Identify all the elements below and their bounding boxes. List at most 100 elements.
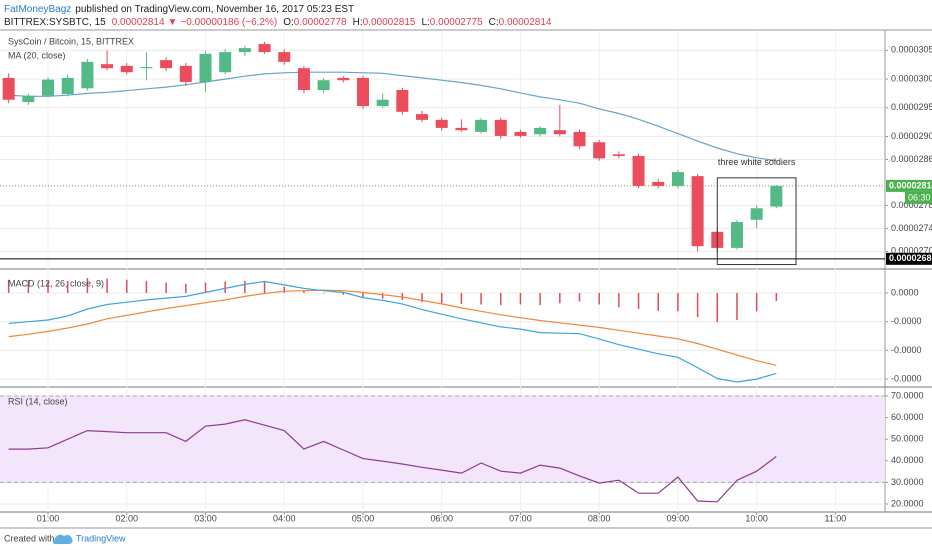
candle-body xyxy=(612,154,625,157)
candle-body xyxy=(120,65,133,73)
x-tick-label: 11:00 xyxy=(824,513,846,523)
pane-title: RSI (14, close) xyxy=(8,396,68,406)
candle-body xyxy=(652,181,665,186)
last-price: 0.00002814 xyxy=(112,17,165,28)
y-tick-label: 40.0000 xyxy=(891,455,924,465)
ohlc-key: C: xyxy=(489,17,499,28)
rsi-line xyxy=(8,419,777,503)
pane-title: MACD (12, 26, close, 9) xyxy=(8,278,104,288)
candle-body xyxy=(455,127,468,131)
candle-body xyxy=(356,77,369,107)
candle-body xyxy=(199,53,212,82)
candle-body xyxy=(238,48,251,53)
pane-title: SysCoin / Bitcoin, 15, BITTREX xyxy=(8,36,134,46)
candle-body xyxy=(22,95,35,103)
y-tick-label: 20.0000 xyxy=(891,498,924,508)
candle-body xyxy=(179,65,192,82)
y-tick-label: -0.0000 xyxy=(891,373,922,383)
ohlc-value: 0.00002814 xyxy=(499,17,552,28)
y-tick-label: 50.0000 xyxy=(891,434,924,444)
candle-body xyxy=(750,208,763,220)
change: −0.00000186 (−6.2%) xyxy=(180,17,277,28)
x-tick-label: 06:00 xyxy=(430,513,453,523)
candle-body xyxy=(573,131,586,147)
candle-body xyxy=(140,67,153,69)
candle-body xyxy=(514,131,527,136)
x-tick-label: 04:00 xyxy=(273,513,296,523)
ma-line xyxy=(8,71,777,162)
price-label: 0.00002814 xyxy=(889,180,932,190)
candle-body xyxy=(593,142,606,159)
candle-body xyxy=(42,79,55,96)
y-tick-label: 70.0000 xyxy=(891,390,924,400)
candle-body xyxy=(435,119,448,128)
ohlc: O:0.00002778 H:0.00002815 L:0.00002775 C:0.… xyxy=(283,17,552,28)
candle-body xyxy=(317,80,330,90)
candle-body xyxy=(396,89,409,112)
candle-body xyxy=(691,176,704,247)
publish-line: FatMoneyBagz published on TradingView.com… xyxy=(4,4,354,15)
candle-body xyxy=(61,77,74,95)
logo xyxy=(52,534,73,544)
candle-body xyxy=(770,185,783,207)
candle-body xyxy=(494,119,507,136)
ohlc-value: 0.00002778 xyxy=(294,17,347,28)
price-label: 0.00002687 xyxy=(889,253,932,263)
footer-created: Created with xyxy=(4,533,55,543)
annotation-text: three white soldiers xyxy=(718,157,796,167)
candle-body xyxy=(219,52,232,73)
x-tick-label: 05:00 xyxy=(352,513,375,523)
ohlc-key: L: xyxy=(421,17,429,28)
candle-body xyxy=(297,68,310,90)
ohlc-key: O: xyxy=(283,17,294,28)
footer-brand[interactable]: TradingView xyxy=(76,533,126,543)
signal-line xyxy=(8,289,777,366)
countdown-box xyxy=(905,191,932,204)
candle-body xyxy=(337,77,350,81)
y-tick-label: 30.0000 xyxy=(891,477,924,487)
candle-body xyxy=(81,61,94,89)
candle-body xyxy=(671,172,684,186)
candle-body xyxy=(632,156,645,186)
candle-body xyxy=(416,114,429,120)
x-tick-label: 10:00 xyxy=(745,513,768,523)
candle-body xyxy=(160,60,173,69)
ohlc-value: 0.00002815 xyxy=(363,17,416,28)
ohlc-value: 0.00002775 xyxy=(430,17,483,28)
macd-line xyxy=(8,280,777,383)
x-tick-label: 08:00 xyxy=(588,513,611,523)
x-tick-label: 01:00 xyxy=(37,513,60,523)
ma-legend: MA (20, close) xyxy=(8,50,66,60)
candle-body xyxy=(475,119,488,132)
candle-body xyxy=(553,130,566,135)
x-tick-label: 02:00 xyxy=(116,513,139,523)
symbol-line: BITTREX:SYSBTC, 15 0.00002814 ▼ −0.00000186… xyxy=(4,17,552,28)
x-tick-label: 07:00 xyxy=(509,513,532,523)
candle-body xyxy=(534,127,547,135)
ohlc-key: H: xyxy=(353,17,363,28)
candle-body xyxy=(730,222,743,248)
y-tick-label: -0.0000 xyxy=(891,345,922,355)
candle-body xyxy=(2,77,15,100)
price-label-box xyxy=(886,179,932,192)
candle-body xyxy=(376,99,389,107)
y-tick-label: 0.0000 xyxy=(891,287,919,297)
y-tick-label: -0.0000 xyxy=(891,316,922,326)
y-tick-label: 60.0000 xyxy=(891,412,924,422)
x-tick-label: 09:00 xyxy=(667,513,690,523)
symbol: BITTREX:SYSBTC, 15 xyxy=(4,17,106,28)
x-tick-label: 03:00 xyxy=(194,513,217,523)
price-label-box xyxy=(886,252,932,265)
author[interactable]: FatMoneyBagz xyxy=(4,4,71,15)
published: published on TradingView.com, November 1… xyxy=(75,4,354,15)
annotation-box xyxy=(716,177,797,266)
